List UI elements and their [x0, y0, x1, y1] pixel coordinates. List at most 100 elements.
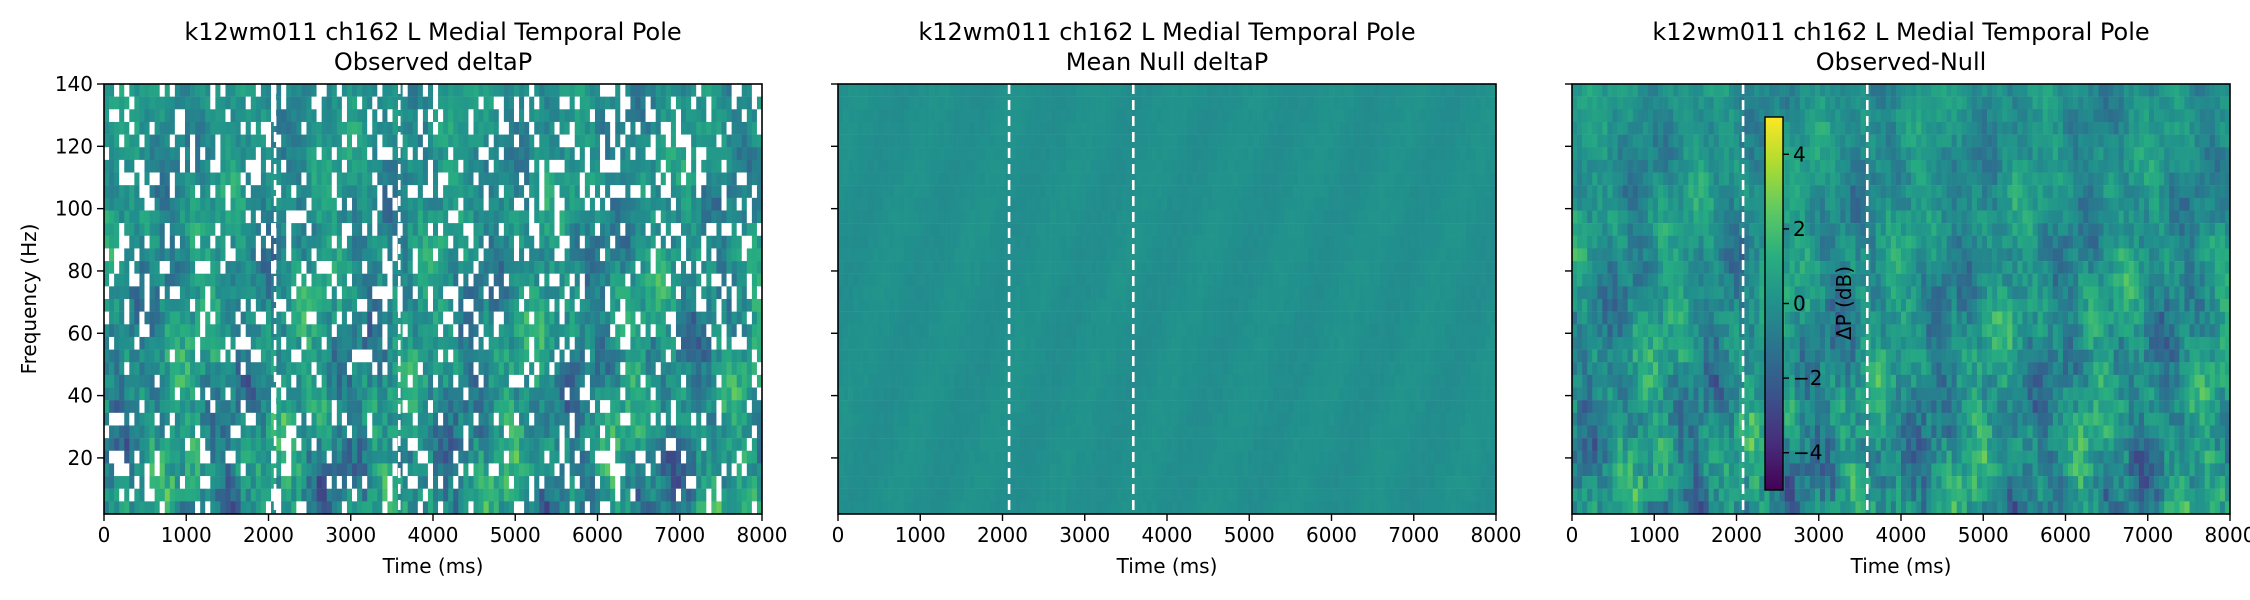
heatmap-cell: [751, 147, 758, 161]
heatmap-cell: [594, 185, 601, 199]
heatmap-cell: [944, 96, 950, 110]
heatmap-cell: [316, 311, 322, 325]
heatmap-cell: [372, 134, 378, 148]
heatmap-cell: [382, 286, 388, 300]
heatmap-cell: [838, 96, 844, 110]
heatmap-cell: [341, 476, 348, 489]
heatmap-cell: [134, 147, 140, 161]
heatmap-cell: [286, 425, 292, 439]
heatmap-cell: [412, 412, 419, 426]
heatmap-cell: [397, 362, 403, 376]
heatmap-cell: [635, 463, 641, 477]
heatmap-cell: [412, 96, 419, 110]
heatmap-cell: [1263, 84, 1269, 97]
heatmap-cell: [610, 362, 616, 376]
heatmap-cell: [640, 501, 646, 514]
heatmap-cell: [1080, 84, 1087, 97]
heatmap-cell: [463, 463, 469, 477]
heatmap-cell: [600, 349, 606, 363]
heatmap-cell: [422, 159, 429, 173]
heatmap-cell: [1318, 121, 1325, 135]
heatmap-cell: [524, 425, 530, 439]
heatmap-cell: [488, 121, 495, 135]
heatmap-cell: [190, 96, 196, 110]
heatmap-cell: [149, 96, 155, 110]
heatmap-cell: [154, 324, 161, 338]
heatmap-cell: [554, 349, 560, 363]
heatmap-cell: [144, 450, 150, 464]
heatmap-cell: [296, 488, 302, 502]
heatmap-cell: [139, 185, 145, 199]
heatmap-cell: [316, 223, 322, 236]
heatmap-cell: [362, 96, 368, 110]
heatmap-cell: [210, 134, 216, 148]
heatmap-cell: [650, 324, 657, 338]
heatmap-cell: [736, 349, 743, 363]
heatmap-cell: [1040, 96, 1046, 110]
heatmap-cell: [195, 336, 201, 350]
heatmap-cell: [675, 311, 682, 325]
heatmap-cell: [584, 324, 591, 338]
heatmap-cell: [352, 248, 358, 262]
heatmap-cell: [589, 210, 596, 224]
heatmap-cell: [276, 349, 282, 363]
heatmap-cell: [286, 412, 292, 426]
heatmap-cell: [529, 121, 535, 135]
heatmap-cell: [205, 299, 211, 312]
heatmap-cell: [220, 273, 226, 287]
heatmap-cell: [574, 121, 581, 135]
heatmap-cell: [716, 273, 722, 287]
heatmap-cell: [1086, 109, 1092, 123]
heatmap-cell: [650, 463, 657, 477]
heatmap-cell: [893, 96, 900, 110]
heatmap-cell: [362, 197, 368, 211]
heatmap-cell: [230, 362, 236, 376]
heatmap-cell: [230, 84, 236, 97]
heatmap-cell: [605, 248, 611, 262]
heatmap-cell: [665, 463, 672, 477]
heatmap-cell: [1015, 84, 1021, 97]
heatmap-cell: [979, 96, 986, 110]
heatmap-cell: [184, 374, 191, 388]
heatmap-cell: [670, 311, 677, 325]
heatmap-cell: [630, 235, 636, 249]
heatmap-cell: [650, 311, 657, 325]
heatmap-cell: [519, 299, 525, 312]
heatmap-cell: [691, 438, 697, 451]
heatmap-cell: [346, 501, 353, 514]
heatmap-cell: [352, 311, 358, 325]
heatmap-cell: [119, 147, 125, 161]
heatmap-cell: [159, 299, 166, 312]
heatmap-cell: [265, 412, 272, 426]
heatmap-cell: [124, 210, 130, 224]
heatmap-cell: [372, 400, 378, 414]
heatmap-cell: [1192, 96, 1198, 110]
heatmap-cell: [711, 172, 717, 186]
heatmap-cell: [463, 362, 469, 376]
heatmap-cell: [164, 463, 171, 477]
heatmap-cell: [154, 476, 161, 489]
heatmap-cell: [271, 349, 277, 363]
heatmap-cell: [756, 438, 762, 451]
heatmap-cell: [529, 197, 535, 211]
heatmap-cell: [154, 349, 161, 363]
heatmap-cell: [119, 476, 125, 489]
heatmap-cell: [296, 223, 302, 236]
heatmap-cell: [630, 476, 636, 489]
heatmap-cell: [311, 299, 317, 312]
heatmap-cell: [1298, 109, 1304, 123]
heatmap-cell: [1420, 84, 1426, 97]
heatmap-cell: [954, 96, 960, 110]
heatmap-cell: [610, 374, 616, 388]
heatmap-cell: [346, 235, 353, 249]
heatmap-cell: [331, 501, 338, 514]
heatmap-cell: [210, 121, 216, 135]
heatmap-cell: [144, 374, 150, 388]
heatmap-cell: [660, 400, 667, 414]
heatmap-cell: [296, 501, 302, 514]
heatmap-cell: [190, 400, 196, 414]
heatmap-cell: [316, 235, 322, 249]
heatmap-cell: [625, 349, 631, 363]
heatmap-cell: [159, 147, 166, 161]
heatmap-cell: [696, 197, 702, 211]
